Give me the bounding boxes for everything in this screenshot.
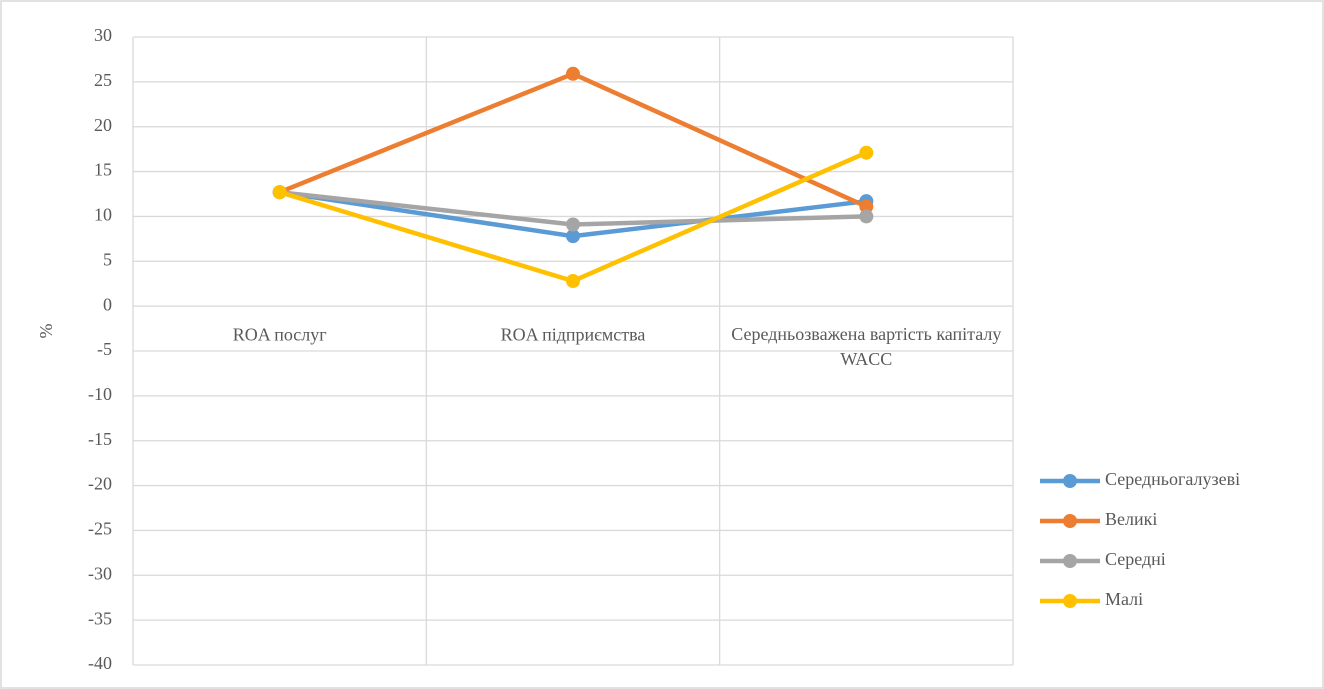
y-tick-label: 0	[103, 294, 112, 314]
x-tick-label: ROA послуг	[233, 324, 327, 344]
y-tick-label: 20	[94, 115, 112, 135]
series-marker	[859, 199, 874, 214]
y-tick-label: 10	[94, 205, 112, 225]
legend-marker	[1063, 554, 1077, 568]
y-tick-label: 25	[94, 70, 112, 90]
series-marker	[566, 274, 580, 289]
y-axis-label: %	[36, 324, 56, 339]
y-tick-label: -5	[97, 339, 112, 359]
y-tick-label: -35	[88, 608, 112, 628]
series-marker	[566, 217, 580, 232]
x-tick-label: Середньозважена вартість капіталу WACC	[731, 324, 1001, 369]
series-marker	[566, 66, 580, 81]
legend-label: Середні	[1105, 549, 1166, 569]
legend-label: Малі	[1105, 589, 1143, 609]
y-tick-label: 5	[103, 249, 112, 269]
y-tick-label: -20	[88, 474, 112, 494]
y-tick-label: -25	[88, 519, 112, 539]
y-tick-label: -15	[88, 429, 112, 449]
series-marker	[566, 229, 580, 244]
series-marker	[859, 145, 874, 160]
y-tick-label: 30	[94, 25, 112, 45]
legend-marker	[1063, 474, 1077, 488]
legend-marker	[1063, 594, 1077, 608]
x-tick-label: ROA підприємства	[501, 324, 646, 344]
y-tick-label: 15	[94, 160, 112, 180]
y-tick-label: -40	[88, 653, 112, 673]
legend-label: Середньогалузеві	[1105, 469, 1240, 489]
series-marker	[272, 185, 287, 200]
y-tick-label: -30	[88, 563, 112, 583]
series-marker	[859, 209, 874, 224]
y-tick-label: -10	[88, 384, 112, 404]
legend-marker	[1063, 514, 1077, 528]
legend-label: Великі	[1105, 509, 1157, 529]
